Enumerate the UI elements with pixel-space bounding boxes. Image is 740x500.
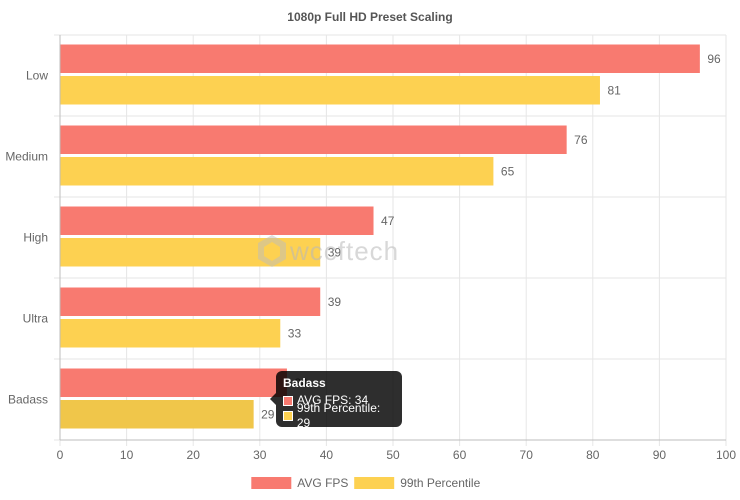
legend-label-avg-fps[interactable]: AVG FPS [297, 476, 348, 490]
tooltip-row-p99-label: 99th Percentile: 29 [296, 400, 381, 430]
axes: 0 10 20 30 40 50 60 70 80 90 100 Low Medium High Ultra… [5, 35, 736, 462]
data-label: 33 [288, 326, 302, 340]
tooltip-row-p99: 99th Percentile: 29 [283, 401, 395, 430]
x-tick-label: 80 [586, 448, 600, 462]
data-label: 39 [328, 295, 342, 309]
chart-title: 1080p Full HD Preset Scaling [287, 10, 452, 24]
x-tick-label: 20 [187, 448, 201, 462]
bar-avg-fps-badass[interactable] [60, 368, 287, 398]
legend-swatch-avg-fps[interactable] [251, 477, 292, 489]
data-label: 76 [574, 133, 588, 147]
legend-swatch-99th-percentile[interactable] [354, 477, 395, 489]
legend-label-99th-percentile[interactable]: 99th Percentile [400, 476, 480, 490]
data-label: 29 [261, 407, 275, 421]
legend[interactable]: AVG FPS 99th Percentile [251, 476, 481, 490]
x-tick-label: 40 [320, 448, 334, 462]
bar-avg-fps-high[interactable] [60, 206, 374, 236]
bar-99th-percentile-badass[interactable] [60, 400, 254, 429]
x-tick-label: 60 [453, 448, 467, 462]
y-tick-label: Ultra [23, 312, 49, 326]
data-label: 65 [501, 164, 515, 178]
y-tick-label: Badass [8, 393, 48, 407]
x-tick-label: 70 [520, 448, 534, 462]
watermark: wccftech [258, 235, 399, 267]
x-tick-label: 10 [120, 448, 134, 462]
y-tick-label: Low [26, 69, 48, 83]
x-tick-label: 100 [716, 448, 736, 462]
bar-avg-fps-medium[interactable] [60, 125, 567, 155]
bars [60, 44, 700, 429]
data-label: 47 [381, 214, 395, 228]
watermark-logo-icon [258, 235, 286, 267]
watermark-text: wccftech [289, 236, 399, 266]
tooltip-title: Badass [283, 376, 326, 390]
bar-99th-percentile-low[interactable] [60, 76, 600, 105]
tooltip: Badass AVG FPS: 34 99th Percentile: 29 [270, 371, 402, 430]
bar-avg-fps-ultra[interactable] [60, 287, 321, 317]
x-tick-label: 0 [57, 448, 64, 462]
data-labels: 96817665473939333429 [261, 52, 721, 422]
tooltip-row-avg-label: AVG FPS: 34 [297, 393, 369, 407]
data-label: 39 [328, 245, 342, 259]
tooltip-swatch-avg [283, 395, 293, 406]
tooltip-swatch-p99 [283, 410, 293, 421]
data-label: 81 [607, 83, 621, 97]
bar-99th-percentile-ultra[interactable] [60, 319, 281, 348]
x-tick-label: 50 [386, 448, 400, 462]
tooltip-row-avg: AVG FPS: 34 [283, 393, 395, 408]
bar-avg-fps-low[interactable] [60, 44, 700, 74]
data-label: 96 [707, 52, 721, 66]
x-tick-label: 90 [653, 448, 667, 462]
y-tick-label: Medium [5, 150, 48, 164]
y-tick-label: High [23, 231, 48, 245]
x-tick-label: 30 [253, 448, 267, 462]
bar-99th-percentile-medium[interactable] [60, 157, 494, 186]
